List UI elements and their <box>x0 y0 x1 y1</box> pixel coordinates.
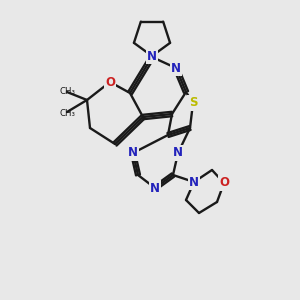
Text: CH₃: CH₃ <box>59 109 75 118</box>
Text: N: N <box>150 182 160 194</box>
Text: N: N <box>189 176 199 188</box>
Text: N: N <box>173 146 183 160</box>
Text: O: O <box>219 176 229 190</box>
Text: S: S <box>189 97 197 110</box>
Text: N: N <box>171 61 181 74</box>
Text: N: N <box>128 146 138 160</box>
Text: O: O <box>105 76 115 88</box>
Text: N: N <box>147 50 157 62</box>
Text: CH₃: CH₃ <box>59 86 75 95</box>
